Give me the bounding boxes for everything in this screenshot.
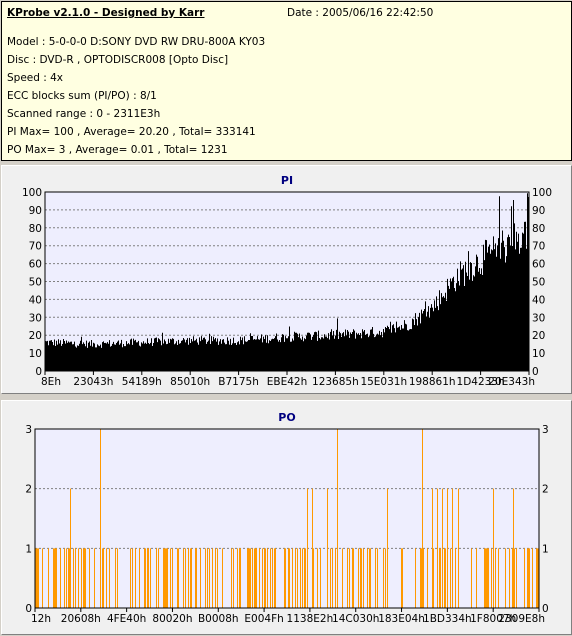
- plot-area: [35, 429, 539, 608]
- bar-series: [35, 429, 539, 608]
- scan-speed: Speed : 4x: [7, 72, 64, 84]
- drive-model: Model : 5-0-0-0 D:SONY DVD RW DRU-800A K…: [7, 36, 266, 48]
- x-tick-label: 183E04h: [378, 613, 425, 625]
- x-tick-label: 14C030h: [332, 613, 379, 625]
- y-tick-label-right: 90: [532, 205, 545, 217]
- disc-info-panel: KProbe v2.1.0 - Designed by Karr Date : …: [1, 1, 572, 161]
- x-tick-label: B7175h: [218, 376, 259, 388]
- x-tick-label: 23043h: [73, 376, 113, 388]
- x-tick-label: 20608h: [61, 613, 101, 625]
- x-tick-label: 80020h: [152, 613, 192, 625]
- x-tick-label: E004Fh: [244, 613, 283, 625]
- app-title: KProbe v2.1.0 - Designed by Karr: [7, 7, 205, 19]
- y-tick-label-right: 3: [542, 424, 549, 436]
- x-tick-label: 12h: [31, 613, 51, 625]
- ecc-blocks: ECC blocks sum (PI/PO) : 8/1: [7, 90, 157, 102]
- y-tick-label-left: 0: [35, 366, 42, 378]
- x-tick-label: B0008h: [198, 613, 239, 625]
- x-tick-label: 8Eh: [41, 376, 61, 388]
- y-tick-label-left: 70: [29, 241, 42, 253]
- scanned-range: Scanned range : 0 - 2311E3h: [7, 108, 161, 120]
- y-tick-label-right: 50: [532, 277, 545, 289]
- y-tick-label-right: 70: [532, 241, 545, 253]
- x-tick-label: 198861h: [409, 376, 456, 388]
- y-tick-label-left: 100: [22, 187, 42, 199]
- pi-chart-panel: 0 0 10 10 20 20 30 30 40 40 50 50 60 60 70 70 80 80 90 90 10…: [1, 165, 572, 394]
- pi-chart: 0 0 10 10 20 20 30 30 40 40 50 50 60 60 70 70 80 80 90 90 10…: [22, 174, 552, 388]
- y-tick-label-left: 50: [29, 277, 42, 289]
- chart-title: PI: [281, 174, 293, 187]
- y-tick-label-right: 1: [542, 543, 549, 555]
- x-tick-label: 1D4233h: [457, 376, 505, 388]
- y-tick-label-right: 2: [542, 484, 549, 496]
- x-tick-label: 1F8007h: [470, 613, 516, 625]
- po-chart: 0 0 1 1 2 2 3 3 12h 20608h 4FE40h 80020h B0008h E004F…: [25, 411, 549, 625]
- po-stats: PO Max= 3 , Average= 0.01 , Total= 1231: [7, 144, 228, 156]
- y-tick-label-left: 60: [29, 259, 42, 271]
- y-tick-label-left: 0: [25, 603, 32, 615]
- x-tick-label: EBE42h: [267, 376, 308, 388]
- y-tick-label-left: 2: [25, 484, 32, 496]
- x-tick-label: 1BD334h: [423, 613, 472, 625]
- x-tick-label: 20E343h: [488, 376, 535, 388]
- x-tick-label: 54189h: [122, 376, 162, 388]
- y-tick-label-left: 40: [29, 294, 42, 306]
- y-tick-label-right: 20: [532, 330, 545, 342]
- x-tick-label: 85010h: [170, 376, 210, 388]
- y-tick-label-left: 80: [29, 223, 42, 235]
- y-tick-label-right: 30: [532, 312, 545, 324]
- y-tick-label-left: 90: [29, 205, 42, 217]
- y-tick-label-right: 0: [532, 366, 539, 378]
- y-tick-label-left: 3: [25, 424, 32, 436]
- y-tick-label-right: 10: [532, 348, 545, 360]
- x-tick-label: 1138E2h: [287, 613, 334, 625]
- pi-stats: PI Max= 100 , Average= 20.20 , Total= 33…: [7, 126, 256, 138]
- y-tick-label-left: 1: [25, 543, 32, 555]
- po-chart-panel: 0 0 1 1 2 2 3 3 12h 20608h 4FE40h 80020h B0008h E004F…: [1, 400, 572, 635]
- y-tick-label-right: 40: [532, 294, 545, 306]
- scan-date: Date : 2005/06/16 22:42:50: [287, 7, 434, 19]
- x-tick-label: 2309E8h: [498, 613, 545, 625]
- y-tick-label-left: 30: [29, 312, 42, 324]
- x-tick-label: 123685h: [312, 376, 359, 388]
- x-tick-label: 4FE40h: [107, 613, 146, 625]
- chart-title: PO: [278, 411, 295, 424]
- y-tick-label-left: 20: [29, 330, 42, 342]
- y-tick-label-right: 100: [532, 187, 552, 199]
- y-tick-label-right: 80: [532, 223, 545, 235]
- y-tick-label-right: 60: [532, 259, 545, 271]
- disc-type: Disc : DVD-R , OPTODISCR008 [Opto Disc]: [7, 54, 229, 66]
- y-tick-label-right: 0: [542, 603, 549, 615]
- bar-series: [45, 193, 529, 371]
- x-tick-label: 15E031h: [360, 376, 407, 388]
- y-tick-label-left: 10: [29, 348, 42, 360]
